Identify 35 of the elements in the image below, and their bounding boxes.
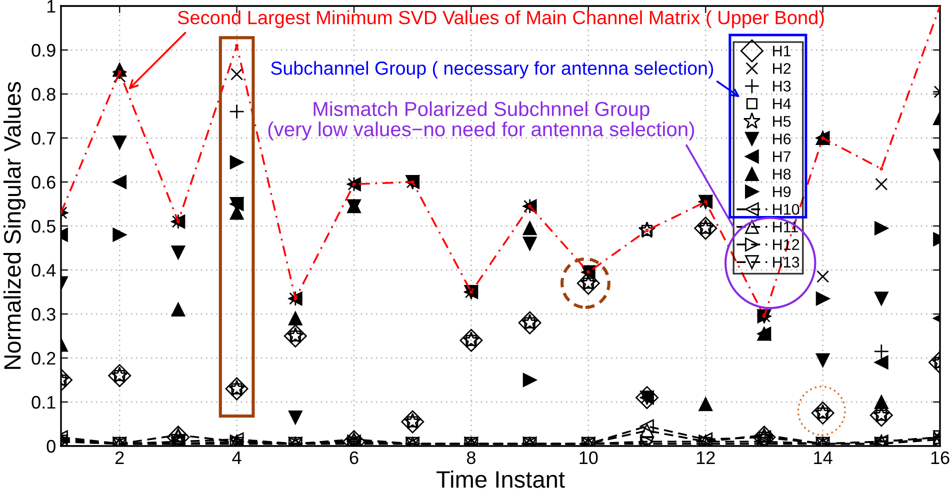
annotation: Mismatch Polarized Subchnnel Group (very low values−no need for antenna selection) xyxy=(268,101,694,140)
legend-label: H4 xyxy=(773,98,791,110)
y-tick-label: 0 xyxy=(46,440,56,453)
legend-label: H1 xyxy=(773,46,791,56)
y-tick-label: 0.5 xyxy=(32,220,56,233)
x-axis-title: Time Instant xyxy=(436,470,565,488)
legend-label: H2 xyxy=(773,63,791,74)
x-tick-label: 6 xyxy=(350,451,358,464)
x-tick-label: 14 xyxy=(814,452,832,464)
legend-label: H7 xyxy=(773,151,791,162)
y-tick-label: 1 xyxy=(47,0,56,13)
y-tick-label: 0.7 xyxy=(32,132,56,145)
y-tick-label: 0.2 xyxy=(32,352,56,365)
legend-label: H13 xyxy=(773,256,800,268)
legend-label: H9 xyxy=(773,186,791,198)
x-tick-label: 16 xyxy=(931,451,950,464)
legend-label: H5 xyxy=(773,116,791,127)
legend-label: H3 xyxy=(773,80,791,92)
legend-label: H6 xyxy=(773,134,791,144)
annotation: Subchannel Group ( necessary for antenna selection) xyxy=(271,61,714,79)
x-tick-label: 2 xyxy=(115,451,124,464)
annotation: Second Largest Minimum SVD Values of Main Channel Matrix ( Upper Bond) xyxy=(178,10,824,28)
y-tick-label: 0.3 xyxy=(32,308,56,321)
x-tick-label: 4 xyxy=(232,452,242,464)
y-axis-title: Normalized Singular Values xyxy=(3,82,26,369)
y-tick-label: 0.1 xyxy=(32,396,56,409)
x-tick-label: 8 xyxy=(466,451,476,464)
legend-label: H8 xyxy=(773,168,791,180)
y-tick-label: 0.4 xyxy=(32,264,56,277)
x-tick-label: 10 xyxy=(580,451,598,464)
y-tick-label: 0.9 xyxy=(32,44,56,57)
x-tick-label: 12 xyxy=(696,451,715,464)
y-tick-label: 0.8 xyxy=(32,88,56,101)
legend-label: H10 xyxy=(773,204,800,215)
y-tick-label: 0.6 xyxy=(32,176,56,189)
